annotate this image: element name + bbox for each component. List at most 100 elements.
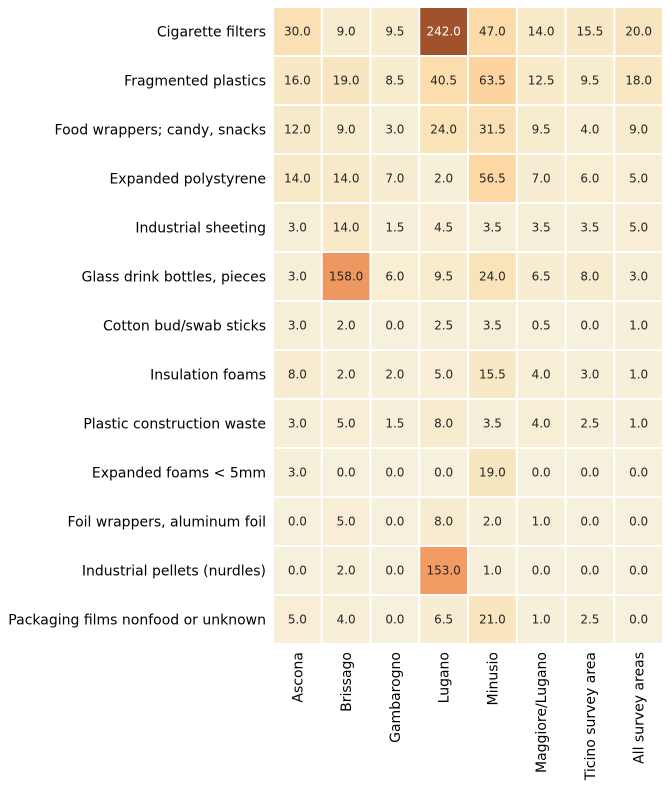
heatmap-cell [420,547,467,594]
heatmap-cell [615,302,662,349]
cell-value-label: 7.0 [532,172,551,186]
heatmap-cell [517,106,565,153]
cell-value-label: 1.0 [629,417,648,431]
heatmap-cell [615,547,662,594]
cell-value-label: 2.0 [337,319,356,333]
cell-value-label: 3.5 [483,319,502,333]
heatmap-cell [420,204,467,251]
cell-value-label: 3.5 [483,221,502,235]
heatmap-cell [469,155,516,202]
heatmap-cell [371,400,419,447]
cell-value-label: 21.0 [479,613,506,627]
heatmap-cell [371,302,419,349]
cell-value-label: 1.0 [629,368,648,382]
heatmap-cell [615,155,662,202]
heatmap-cell [615,351,662,398]
row-label: Fragmented plastics [124,74,266,90]
cell-value-label: 0.0 [434,466,453,480]
heatmap-cell [420,253,467,300]
heatmap-cell [566,106,614,153]
cell-value-label: 7.0 [385,172,404,186]
heatmap-cell [371,253,419,300]
cell-value-label: 5.0 [288,613,307,627]
heatmap-cell [274,547,321,594]
cell-value-label: 1.5 [385,417,404,431]
cell-value-label: 3.5 [532,221,551,235]
heatmap-cell [566,302,614,349]
heatmap-cell [615,253,662,300]
cell-value-label: 40.5 [430,74,457,88]
row-label: Food wrappers; candy, snacks [55,123,266,139]
row-label: Foil wrappers, aluminum foil [68,515,266,531]
heatmap-cell [517,400,565,447]
heatmap-cell [322,547,370,594]
heatmap-cell [322,204,370,251]
heatmap-cell [469,498,516,545]
heatmap-cell [371,57,419,104]
cell-value-label: 2.0 [434,172,453,186]
cell-value-label: 0.0 [629,515,648,529]
cell-value-label: 0.0 [385,319,404,333]
heatmap-cell [566,400,614,447]
cell-value-label: 4.0 [532,368,551,382]
row-label: Industrial sheeting [135,221,266,237]
cell-value-label: 6.5 [532,270,551,284]
heatmap-cell [322,449,370,496]
cell-value-label: 4.0 [532,417,551,431]
heatmap-cell [274,400,321,447]
heatmap-cell [322,302,370,349]
cell-value-label: 15.5 [479,368,506,382]
cell-value-label: 19.0 [333,74,360,88]
heatmap-cell [566,8,614,55]
heatmap-cell [322,596,370,643]
cell-value-label: 0.0 [385,515,404,529]
heatmap-cell [420,57,467,104]
cell-value-label: 14.0 [333,172,360,186]
cell-value-label: 5.0 [337,515,356,529]
row-labels: Cigarette filters Fragmented plastics Food… [8,25,266,629]
cell-value-label: 9.5 [532,123,551,137]
heatmap-cell [469,449,516,496]
cell-value-label: 1.0 [629,319,648,333]
heatmap-cell [469,8,516,55]
heatmap-cell [322,8,370,55]
cell-value-label: 2.5 [434,319,453,333]
cell-value-label: 8.0 [288,368,307,382]
row-label: Cotton bud/swab sticks [103,319,266,335]
heatmap-cell [322,253,370,300]
heatmap-cell [420,155,467,202]
heatmap-cell [566,547,614,594]
heatmap-cell [469,204,516,251]
cell-value-label: 6.5 [434,613,453,627]
heatmap-cell [615,400,662,447]
heatmap-cell [615,8,662,55]
cell-value-label: 158.0 [329,270,363,284]
cell-value-label: 5.0 [337,417,356,431]
heatmap-cell [469,547,516,594]
row-label: Plastic construction waste [83,417,266,433]
heatmap-cell [469,106,516,153]
cell-value-label: 63.5 [479,74,506,88]
heatmap-cell [566,449,614,496]
heatmap-cell [322,57,370,104]
cell-value-label: 3.0 [288,319,307,333]
heatmap-cell [371,106,419,153]
cell-value-label: 0.0 [629,564,648,578]
cell-value-label: 12.5 [528,74,555,88]
heatmap-cell [420,351,467,398]
column-label: Gambarogno [388,652,404,743]
cell-value-label: 56.5 [479,172,506,186]
heatmap-cells: 30.0 9.0 9.5 242.0 47.0 14.0 15.5 20.0 16.0 19.0 8… [274,8,662,643]
heatmap-cell [517,302,565,349]
heatmap-cell [420,596,467,643]
heatmap-cell [274,57,321,104]
heatmap-cell [615,106,662,153]
cell-value-label: 2.0 [337,368,356,382]
cell-value-label: 0.0 [580,466,599,480]
column-label: Minusio [485,652,501,705]
heatmap-cell [371,596,419,643]
heatmap-cell [274,106,321,153]
heatmap-cell [420,106,467,153]
cell-value-label: 1.5 [385,221,404,235]
cell-value-label: 14.0 [528,25,555,39]
